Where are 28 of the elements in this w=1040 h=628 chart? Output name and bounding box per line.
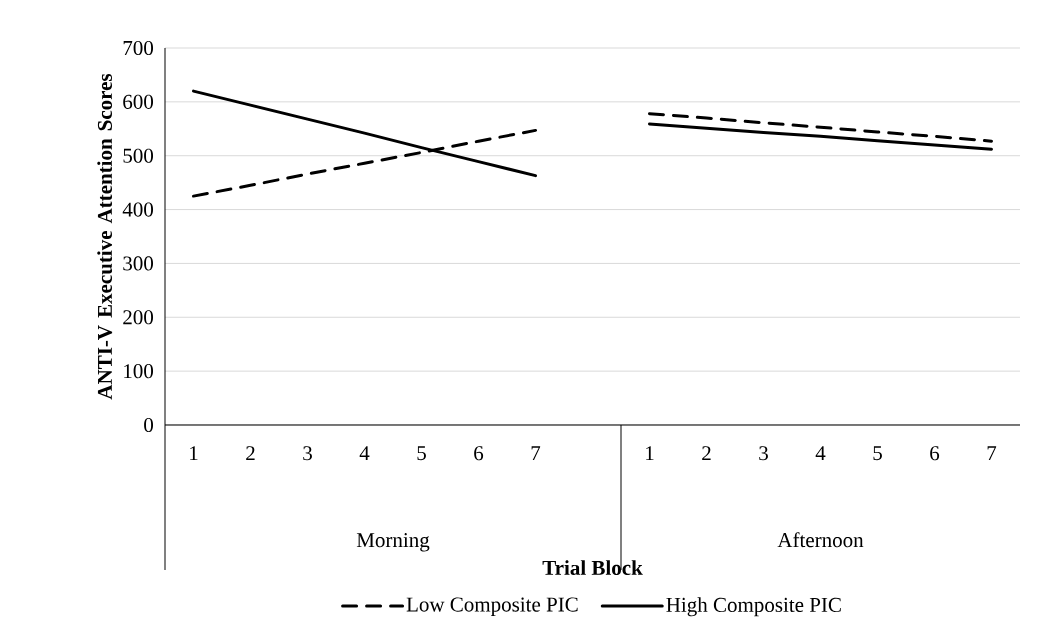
x-tick-label: 7	[987, 446, 997, 460]
x-tick-label: 5	[417, 446, 426, 461]
text: Afternoon	[777, 532, 864, 548]
x-tick-label: 1	[190, 446, 198, 461]
x-axis-title: Trial Block	[542, 560, 643, 575]
x-tick-label: 4	[815, 446, 826, 461]
x-tick-label: 6	[474, 446, 484, 461]
y-tick-label: 200	[123, 310, 154, 325]
y-tick-label: 400	[122, 202, 154, 217]
x-tick-label: 4	[359, 446, 370, 461]
y-tick-label: 500	[123, 148, 154, 163]
x-tick-label: 6	[930, 446, 940, 461]
x-tick-label: 2	[702, 446, 711, 461]
y-tick-label: 300	[123, 256, 154, 271]
text: Morning	[356, 533, 430, 552]
legend-label: High Composite PIC	[666, 597, 841, 617]
y-tick-label: 700	[123, 40, 154, 56]
x-tick-label: 2	[246, 446, 255, 461]
x-tick-label: 3	[303, 446, 312, 461]
y-tick-label: 0	[144, 417, 154, 433]
y-axis-title: ANTI-V Executive Attention Scores	[97, 73, 113, 400]
y-tick-label: 600	[123, 94, 154, 109]
y-tick-label: 100	[124, 364, 154, 379]
x-tick-label: 1	[646, 446, 654, 461]
x-tick-label: 5	[873, 446, 882, 461]
x-tick-label: 3	[759, 446, 768, 461]
x-tick-label: 7	[531, 446, 541, 460]
legend-label: Low Composite PIC	[406, 597, 578, 616]
